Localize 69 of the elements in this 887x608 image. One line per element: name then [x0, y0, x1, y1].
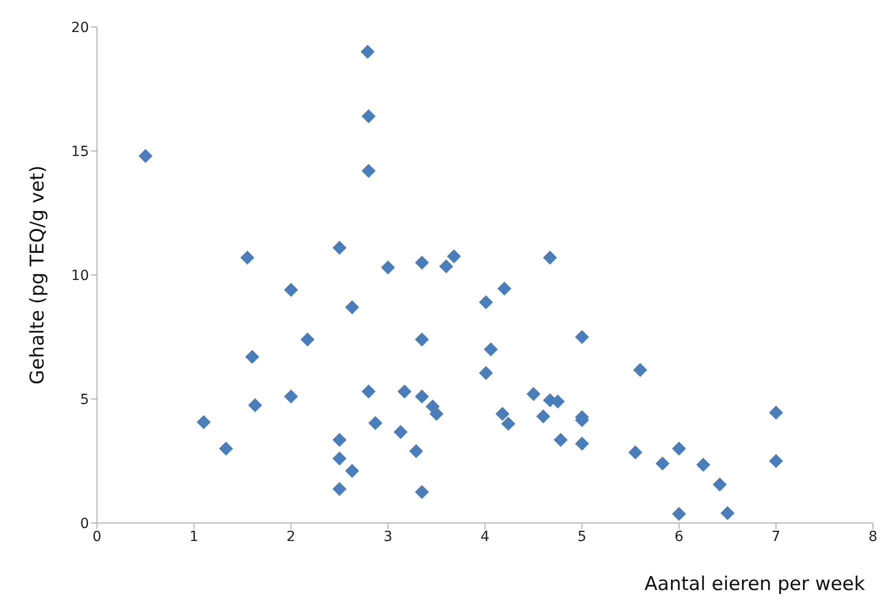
point	[696, 458, 710, 472]
point	[439, 259, 454, 274]
point	[536, 409, 550, 424]
y-tick-label: 5	[80, 392, 89, 408]
x-tick-label: 6	[674, 528, 684, 545]
x-tick-label: 5	[578, 528, 586, 545]
point	[362, 384, 376, 399]
point	[245, 350, 260, 364]
point	[769, 454, 783, 468]
point	[284, 390, 298, 404]
point	[219, 442, 234, 456]
point	[554, 432, 568, 447]
point	[332, 452, 346, 466]
point	[345, 464, 360, 478]
x-tick-label: 7	[772, 528, 780, 545]
point	[712, 478, 727, 492]
point	[495, 406, 510, 421]
point	[284, 282, 298, 297]
y-tick-label: 10	[71, 268, 89, 284]
point	[362, 164, 376, 178]
point	[362, 109, 376, 124]
x-tick-label: 0	[92, 528, 102, 545]
point	[769, 406, 783, 420]
point	[478, 295, 493, 310]
point	[672, 506, 686, 521]
point	[394, 424, 408, 439]
point	[345, 300, 360, 314]
point	[414, 485, 429, 499]
point	[196, 415, 211, 430]
x-tick-label: 8	[868, 528, 878, 545]
x-tick-label: 1	[190, 528, 198, 545]
point	[414, 390, 429, 404]
point	[397, 384, 412, 399]
x-tick-label: 3	[384, 528, 392, 545]
point	[672, 442, 686, 456]
point	[360, 44, 375, 59]
point	[575, 436, 589, 451]
point	[368, 416, 382, 430]
point	[409, 444, 424, 458]
point	[484, 342, 498, 356]
point	[240, 250, 254, 265]
y-axis-title: Gehalte (pg TEQ/g vet)	[26, 166, 49, 384]
point	[430, 406, 444, 421]
point	[497, 282, 512, 296]
point	[138, 148, 152, 163]
point	[332, 482, 346, 496]
point	[628, 445, 642, 460]
point	[656, 456, 670, 470]
point	[446, 249, 461, 264]
point	[300, 332, 314, 346]
point	[414, 256, 429, 270]
point	[414, 332, 429, 346]
y-tick-label: 0	[80, 516, 89, 532]
y-tick-label: 20	[71, 20, 89, 36]
x-tick-label: 4	[480, 528, 490, 545]
point	[332, 432, 346, 447]
x-tick-label: 2	[286, 528, 296, 545]
point	[633, 362, 648, 377]
point	[542, 250, 557, 265]
point	[526, 387, 540, 402]
point	[248, 398, 262, 412]
point	[720, 506, 734, 520]
point	[501, 416, 516, 431]
y-tick-label: 15	[71, 144, 89, 160]
point	[381, 260, 395, 275]
point	[332, 240, 346, 255]
point	[478, 366, 493, 380]
x-axis-title: Aantal eieren per week	[644, 573, 865, 595]
point	[575, 330, 589, 344]
